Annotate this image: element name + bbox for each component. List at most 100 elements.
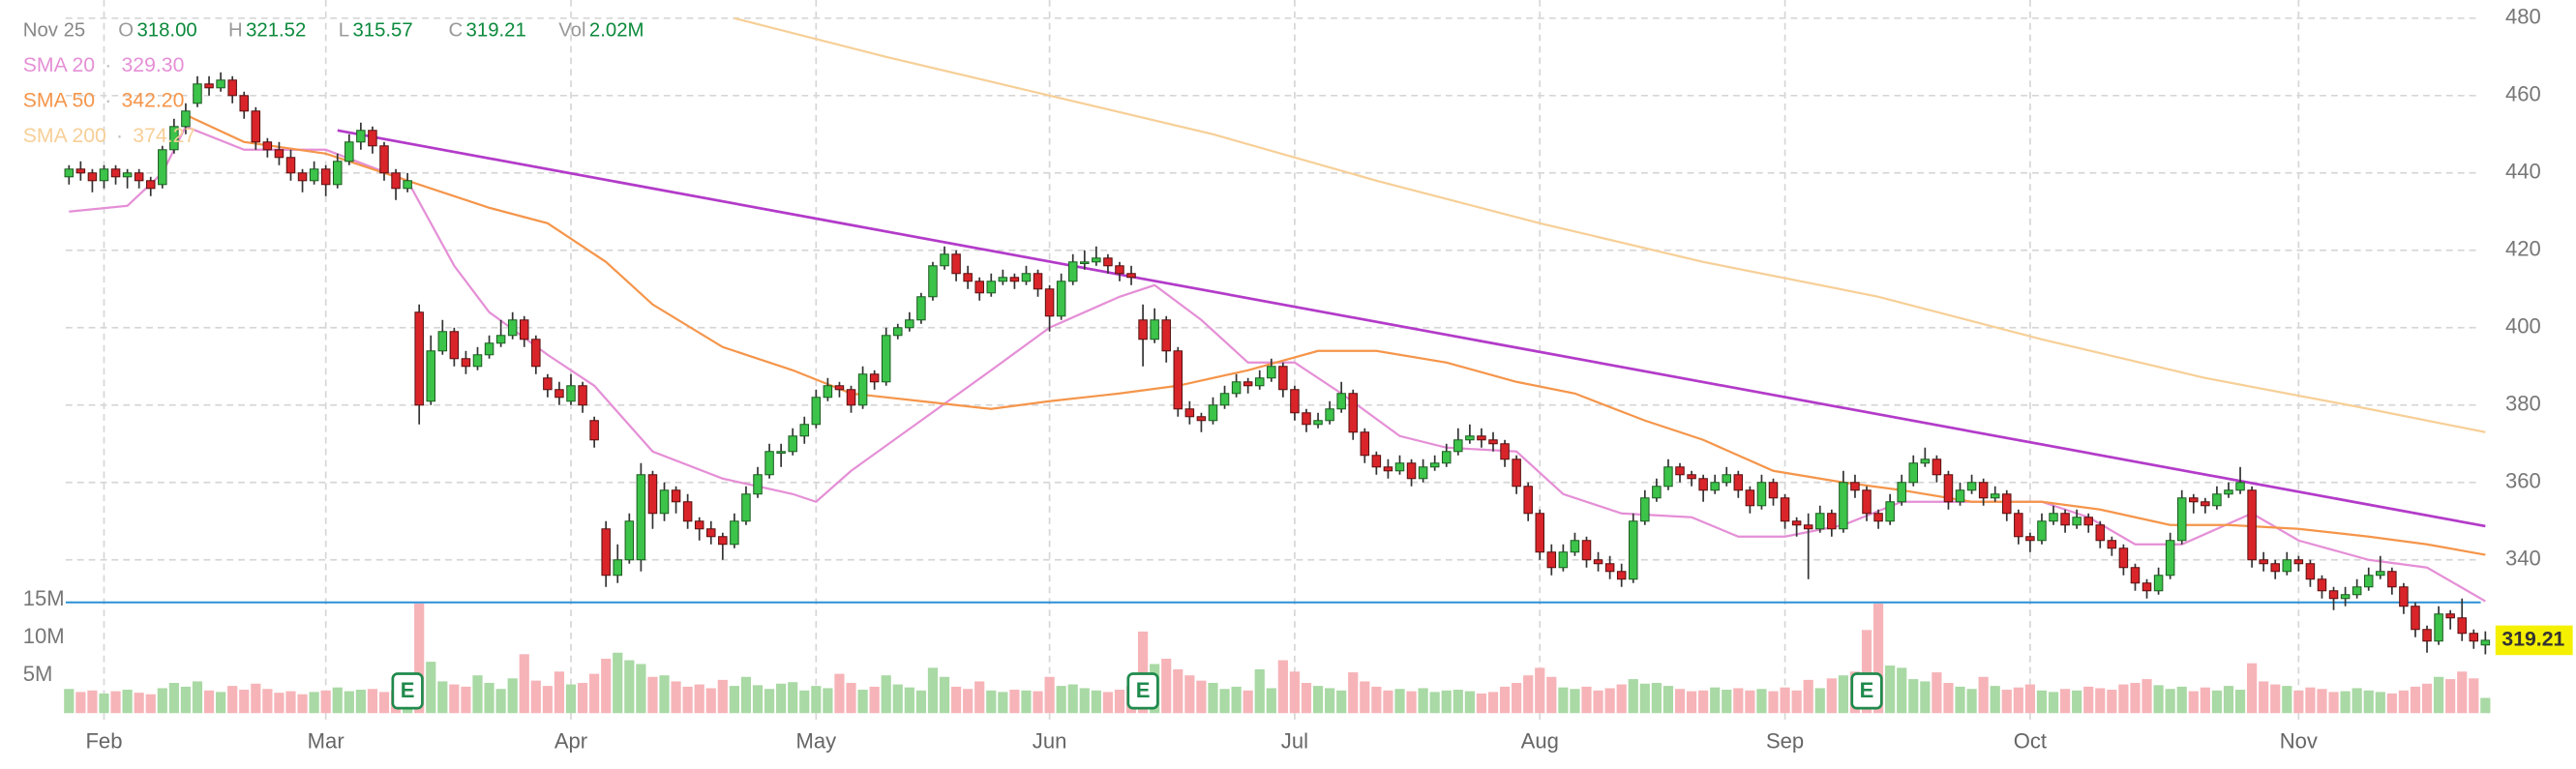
earnings-marker[interactable]: E	[1850, 672, 1883, 710]
candle-body	[1138, 319, 1148, 340]
volume-bar	[729, 686, 739, 714]
candle-body	[1663, 466, 1673, 488]
volume-bar	[2142, 679, 2152, 714]
volume-tick-label: 5M	[23, 662, 53, 686]
volume-bar	[1453, 690, 1463, 714]
header-field: Vol 2.02M	[558, 20, 644, 42]
volume-bar	[904, 687, 914, 714]
candle-body	[1535, 513, 1544, 553]
candle-body	[1184, 408, 1195, 418]
candle-body	[718, 536, 728, 546]
volume-bar	[519, 654, 529, 714]
earnings-badge	[1850, 672, 1883, 710]
volume-bar	[414, 603, 425, 714]
candle-body	[554, 389, 564, 399]
candle-body	[320, 168, 331, 186]
candle-body	[811, 397, 822, 426]
volume-bar	[262, 689, 273, 714]
x-tick-label: Feb	[85, 729, 122, 754]
candles	[64, 72, 2491, 655]
candle-body	[297, 172, 308, 182]
volume-bar	[1499, 686, 1511, 714]
volume-bar	[437, 681, 448, 714]
volume-bar	[2293, 690, 2304, 714]
y-tick-label: 360	[2505, 469, 2541, 493]
candle-body	[2014, 513, 2023, 538]
x-tick-label: Jul	[1281, 729, 1308, 754]
volume-bar	[1604, 688, 1615, 714]
x-tick-label: Mar	[308, 729, 344, 754]
volume-bar	[2259, 681, 2269, 714]
candle-body	[543, 377, 553, 391]
volume-bar	[484, 682, 494, 714]
volume-bar	[2398, 690, 2410, 714]
header-field-value: 318.00	[136, 20, 196, 42]
candle-body	[274, 149, 285, 159]
candle-body	[158, 149, 167, 186]
y-tick-label: 340	[2505, 547, 2541, 571]
volume-bar	[1966, 689, 1977, 714]
volume-bar	[1932, 672, 1942, 714]
candle-body	[1196, 416, 1207, 422]
candle-body	[379, 145, 389, 174]
volume-bar	[1803, 679, 1813, 714]
header-field-label: L	[339, 20, 349, 42]
candle-body	[1966, 482, 1977, 491]
volume-bar	[2375, 692, 2385, 714]
candle-body	[1780, 497, 1790, 522]
candle-body	[472, 354, 483, 368]
volume-bar	[1581, 686, 1592, 714]
volume-bar	[799, 690, 810, 714]
volume-bar	[285, 691, 296, 714]
header-field-label: O	[118, 20, 134, 42]
candle-body	[659, 489, 670, 515]
volume-bar	[1546, 676, 1557, 714]
candle-body	[1009, 277, 1020, 282]
volume-bar	[601, 658, 612, 714]
volume-bar	[1044, 676, 1055, 714]
header-field: C 319.21	[448, 20, 525, 42]
candle-body	[963, 273, 973, 282]
candle-body	[1219, 393, 1230, 406]
candle-body	[2025, 536, 2035, 542]
candle-body	[344, 141, 354, 163]
volume-bar	[2001, 690, 2012, 714]
earnings-label: E	[401, 678, 415, 702]
legend-name: SMA 50	[23, 89, 95, 111]
earnings-badge	[391, 672, 424, 710]
y-tick-label: 420	[2505, 237, 2541, 261]
volume-bar	[2421, 683, 2433, 714]
candle-body	[647, 474, 658, 515]
volume-bar	[1791, 690, 1802, 714]
volume-bar	[216, 692, 226, 714]
candle-body	[799, 424, 810, 437]
volume-bar	[1628, 679, 1638, 714]
candle-body	[694, 520, 704, 530]
volume-bar	[788, 682, 798, 714]
volume-bar	[986, 690, 997, 714]
candle-body	[193, 83, 202, 104]
candle-body	[110, 168, 121, 178]
earnings-marker[interactable]: E	[1126, 672, 1159, 710]
volume-bar	[2457, 671, 2468, 714]
volume-bar	[694, 684, 704, 714]
volume-bar	[1570, 689, 1580, 714]
volume-bar	[2247, 663, 2258, 714]
candle-body	[2060, 513, 2070, 526]
legend-value: 329.30	[122, 54, 185, 76]
volume-bar	[1733, 688, 1744, 714]
legend-sep: ·	[105, 89, 111, 111]
candle-body	[1406, 462, 1417, 480]
trendline	[337, 129, 2486, 528]
earnings-marker[interactable]: E	[391, 672, 424, 710]
candle-body	[2469, 633, 2479, 642]
candle-body	[998, 277, 1008, 282]
volume-bar	[2188, 691, 2199, 714]
candle-body	[2212, 493, 2222, 507]
candle-body	[2189, 497, 2199, 503]
candle-body	[2305, 563, 2316, 580]
candle-body	[2037, 520, 2047, 542]
candle-body	[1897, 482, 1906, 503]
volume-bar	[134, 693, 144, 714]
volume-bar	[892, 684, 903, 714]
